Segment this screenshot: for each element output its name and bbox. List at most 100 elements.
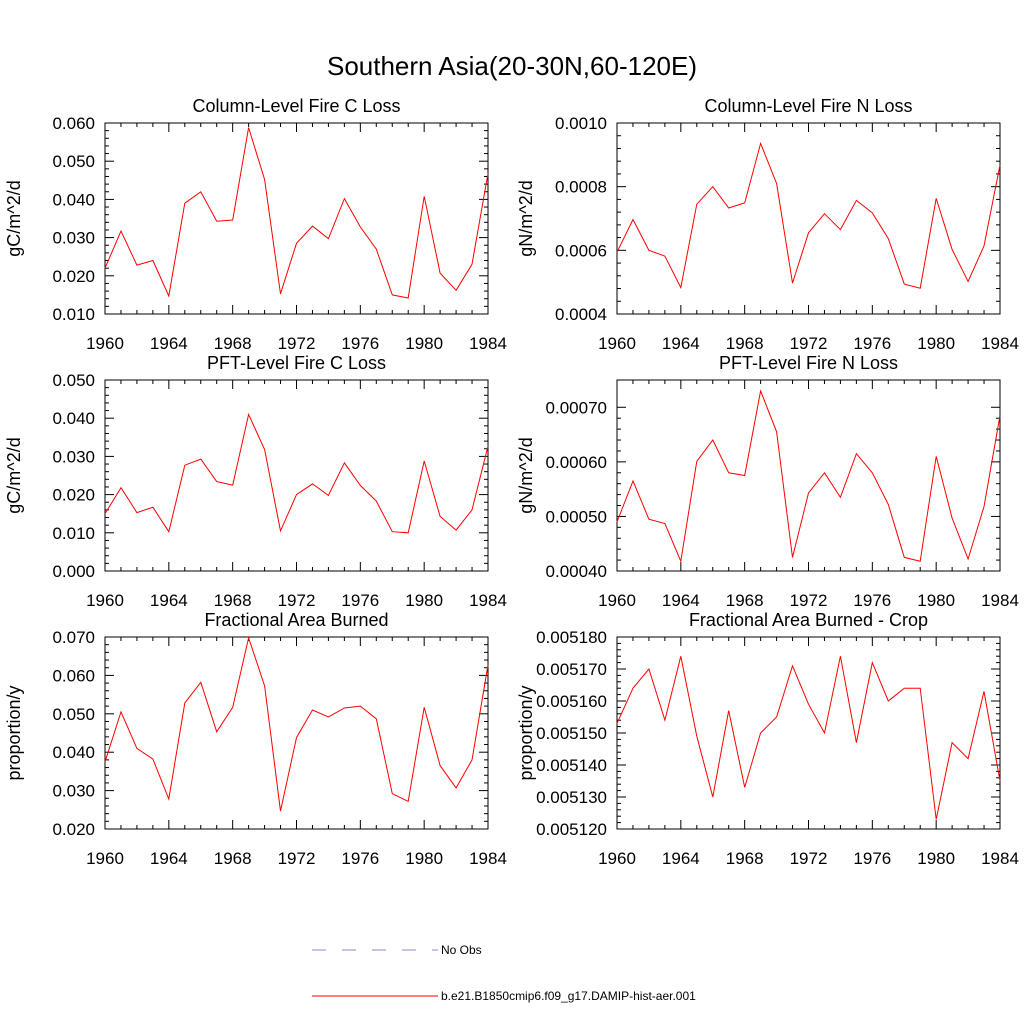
- panel-fractional-area-burned-crop-xtick-label: 1976: [853, 849, 891, 868]
- panel-pft-level-fire-n-loss-xtick-label: 1972: [790, 591, 828, 610]
- panel-pft-level-fire-c-loss-ylabel: gC/m^2/d: [4, 437, 24, 513]
- panel-column-level-fire-n-loss-xtick-label: 1980: [917, 334, 955, 353]
- panel-pft-level-fire-c-loss-ytick-label: 0.010: [52, 524, 95, 543]
- panel-pft-level-fire-c-loss-xtick-label: 1984: [469, 591, 507, 610]
- panel-column-level-fire-c-loss-xtick-label: 1972: [278, 334, 316, 353]
- panel-fractional-area-burned-crop-ytick-label: 0.005120: [536, 820, 607, 839]
- panel-pft-level-fire-n-loss-ytick-label: 0.00050: [546, 507, 607, 526]
- panel-fractional-area-burned-crop-xtick-label: 1980: [917, 849, 955, 868]
- panel-fractional-area-burned-ytick-label: 0.060: [52, 666, 95, 685]
- panel-fractional-area-burned-xtick-label: 1984: [469, 849, 507, 868]
- panel-column-level-fire-n-loss-xtick-label: 1976: [853, 334, 891, 353]
- panel-column-level-fire-c-loss-xtick-label: 1960: [86, 334, 124, 353]
- panel-column-level-fire-n-loss-xtick-label: 1984: [981, 334, 1019, 353]
- panel-pft-level-fire-c-loss-xtick-label: 1980: [405, 591, 443, 610]
- panel-fractional-area-burned-frame: [104, 636, 489, 830]
- panel-column-level-fire-c-loss-xtick-label: 1976: [341, 334, 379, 353]
- panel-fractional-area-burned-xtick-label: 1980: [405, 849, 443, 868]
- panel-column-level-fire-n-loss-ylabel: gN/m^2/d: [516, 180, 536, 256]
- panel-pft-level-fire-c-loss-ytick-label: 0.030: [52, 447, 95, 466]
- panel-column-level-fire-c-loss-ytick-label: 0.040: [52, 190, 95, 209]
- panel-column-level-fire-c-loss-ylabel: gC/m^2/d: [4, 180, 24, 256]
- panel-pft-level-fire-c-loss-xtick-label: 1964: [150, 591, 188, 610]
- panel-fractional-area-burned-crop-ytick-label: 0.005150: [536, 724, 607, 743]
- panel-fractional-area-burned-ytick-label: 0.070: [52, 628, 95, 647]
- panel-fractional-area-burned-xtick-label: 1972: [278, 849, 316, 868]
- panel-column-level-fire-c-loss-title: Column-Level Fire C Loss: [192, 96, 400, 116]
- panel-column-level-fire-c-loss-ytick-label: 0.030: [52, 229, 95, 248]
- panel-fractional-area-burned: 1960 1964 1968 1972 1976 1980 1984 0.020 0.030 0.…: [4, 610, 507, 868]
- panel-pft-level-fire-c-loss-series-line: [104, 412, 489, 534]
- panel-pft-level-fire-n-loss-ytick-label: 0.00040: [546, 562, 607, 581]
- panel-column-level-fire-n-loss-ytick-label: 0.0008: [555, 178, 607, 197]
- panel-fractional-area-burned-ytick-label: 0.050: [52, 705, 95, 724]
- panel-fractional-area-burned-crop-ytick-label: 0.005180: [536, 628, 607, 647]
- panel-pft-level-fire-n-loss-ytick-label: 0.00070: [546, 398, 607, 417]
- panel-column-level-fire-c-loss-ytick-label: 0.060: [52, 114, 95, 133]
- panel-column-level-fire-n-loss-xtick-label: 1964: [662, 334, 700, 353]
- panel-fractional-area-burned-crop-ytick-label: 0.005170: [536, 660, 607, 679]
- panel-column-level-fire-n-loss-title: Column-Level Fire N Loss: [704, 96, 912, 116]
- panel-pft-level-fire-n-loss-series-line: [616, 389, 1001, 564]
- panel-column-level-fire-c-loss-xtick-label: 1980: [405, 334, 443, 353]
- panel-fractional-area-burned-crop-title: Fractional Area Burned - Crop: [689, 610, 928, 630]
- panel-fractional-area-burned-crop-ylabel: proportion/y: [516, 685, 536, 780]
- panel-column-level-fire-c-loss-series-line: [104, 127, 489, 299]
- panel-fractional-area-burned-xtick-label: 1960: [86, 849, 124, 868]
- panel-pft-level-fire-c-loss-ytick-label: 0.050: [52, 371, 95, 390]
- panel-pft-level-fire-n-loss-ytick-label: 0.00060: [546, 453, 607, 472]
- panel-column-level-fire-n-loss-frame: [616, 122, 1001, 315]
- panel-column-level-fire-c-loss-xtick-label: 1984: [469, 334, 507, 353]
- panel-fractional-area-burned-ylabel: proportion/y: [4, 685, 24, 780]
- panel-column-level-fire-n-loss: 1960 1964 1968 1972 1976 1980 1984 0.0004 0.0006…: [516, 96, 1019, 353]
- panel-pft-level-fire-c-loss-xtick-label: 1976: [341, 591, 379, 610]
- panel-column-level-fire-n-loss-xtick-label: 1960: [598, 334, 636, 353]
- panel-fractional-area-burned-crop-ytick-label: 0.005160: [536, 692, 607, 711]
- panel-fractional-area-burned-crop-frame: [616, 636, 1001, 830]
- panel-pft-level-fire-n-loss-title: PFT-Level Fire N Loss: [719, 353, 898, 373]
- panel-fractional-area-burned-crop-xtick-label: 1968: [726, 849, 764, 868]
- panel-column-level-fire-c-loss: 1960 1964 1968 1972 1976 1980 1984 0.010 0.020 0.…: [4, 96, 507, 353]
- panel-fractional-area-burned-crop-ytick-label: 0.005140: [536, 756, 607, 775]
- panel-pft-level-fire-c-loss-title: PFT-Level Fire C Loss: [207, 353, 386, 373]
- panel-pft-level-fire-n-loss-xtick-label: 1976: [853, 591, 891, 610]
- panel-fractional-area-burned-ytick-label: 0.020: [52, 820, 95, 839]
- panel-pft-level-fire-n-loss-xtick-label: 1960: [598, 591, 636, 610]
- panel-fractional-area-burned-crop-xtick-label: 1972: [790, 849, 828, 868]
- panel-column-level-fire-n-loss-xtick-label: 1972: [790, 334, 828, 353]
- panel-pft-level-fire-c-loss: 1960 1964 1968 1972 1976 1980 1984 0.000 0.010 0.…: [4, 353, 507, 610]
- legend-obs-label: No Obs: [441, 943, 482, 957]
- panel-column-level-fire-c-loss-ytick-label: 0.010: [52, 305, 95, 324]
- panel-fractional-area-burned-ytick-label: 0.030: [52, 782, 95, 801]
- panel-column-level-fire-n-loss-ytick-label: 0.0010: [555, 114, 607, 133]
- panel-pft-level-fire-n-loss-ylabel: gN/m^2/d: [516, 437, 536, 513]
- panel-fractional-area-burned-xtick-label: 1976: [341, 849, 379, 868]
- legend-model-label: b.e21.B1850cmip6.f09_g17.DAMIP-hist-aer.…: [441, 989, 696, 1003]
- panel-pft-level-fire-c-loss-ytick-label: 0.000: [52, 562, 95, 581]
- panel-column-level-fire-c-loss-ytick-label: 0.050: [52, 152, 95, 171]
- panel-pft-level-fire-n-loss-frame: [616, 379, 1001, 572]
- legend: No Obs b.e21.B1850cmip6.f09_g17.DAMIP-hi…: [312, 943, 696, 1003]
- panel-fractional-area-burned-crop-xtick-label: 1960: [598, 849, 636, 868]
- panel-fractional-area-burned-crop: 1960 1964 1968 1972 1976 1980 1984 0.005120 0.00…: [516, 610, 1019, 868]
- panel-pft-level-fire-n-loss-xtick-label: 1964: [662, 591, 700, 610]
- panel-fractional-area-burned-title: Fractional Area Burned: [204, 610, 388, 630]
- panel-pft-level-fire-c-loss-xtick-label: 1972: [278, 591, 316, 610]
- panel-pft-level-fire-c-loss-frame: [104, 379, 489, 572]
- panel-pft-level-fire-c-loss-xtick-label: 1960: [86, 591, 124, 610]
- panel-column-level-fire-n-loss-ytick-label: 0.0004: [555, 305, 607, 324]
- panel-column-level-fire-c-loss-ytick-label: 0.020: [52, 267, 95, 286]
- panel-pft-level-fire-c-loss-xtick-label: 1968: [214, 591, 252, 610]
- panel-pft-level-fire-n-loss-xtick-label: 1980: [917, 591, 955, 610]
- panel-fractional-area-burned-ytick-label: 0.040: [52, 743, 95, 762]
- panel-pft-level-fire-n-loss-xtick-label: 1984: [981, 591, 1019, 610]
- panel-fractional-area-burned-crop-series-line: [616, 656, 1001, 820]
- figure-title: Southern Asia(20-30N,60-120E): [327, 51, 697, 81]
- panel-column-level-fire-c-loss-frame: [104, 122, 489, 315]
- panel-column-level-fire-c-loss-xtick-label: 1964: [150, 334, 188, 353]
- panel-column-level-fire-n-loss-xtick-label: 1968: [726, 334, 764, 353]
- panels: 1960 1964 1968 1972 1976 1980 1984 0.010 0.020 0.…: [4, 96, 1019, 868]
- panel-column-level-fire-n-loss-ytick-label: 0.0006: [555, 241, 607, 260]
- panel-fractional-area-burned-xtick-label: 1964: [150, 849, 188, 868]
